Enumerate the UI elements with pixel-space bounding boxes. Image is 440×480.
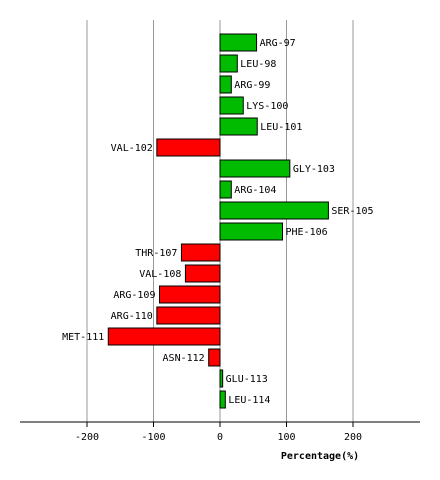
x-axis-ticks: -200 -100 0 100 200 <box>75 422 362 443</box>
bar <box>219 201 329 220</box>
bar-label: ARG-104 <box>234 185 276 196</box>
bar <box>219 222 284 241</box>
bar <box>219 390 226 409</box>
bar-label: ARG-97 <box>260 38 296 49</box>
bar <box>158 285 221 304</box>
bar <box>219 75 232 94</box>
bar-label: LEU-114 <box>228 395 270 406</box>
bar <box>219 117 258 136</box>
bar <box>156 138 221 157</box>
bar-label: SER-105 <box>331 206 373 217</box>
bar <box>184 264 221 283</box>
bar-label: THR-107 <box>135 248 177 259</box>
x-axis-title: Percentage(%) <box>281 451 359 462</box>
bar <box>219 159 291 178</box>
bar-label: GLY-103 <box>293 164 335 175</box>
x-tick-label: 200 <box>344 432 362 443</box>
bar <box>208 348 221 367</box>
bar <box>180 243 221 262</box>
bar <box>219 33 258 52</box>
bar-label: VAL-108 <box>139 269 181 280</box>
bar-label: LEU-101 <box>260 122 302 133</box>
bar <box>219 96 244 115</box>
bar-label: ARG-99 <box>234 80 270 91</box>
bar-label: ARG-110 <box>111 311 153 322</box>
x-tick-label: -100 <box>141 432 165 443</box>
bar <box>107 327 221 346</box>
bars <box>107 33 329 409</box>
bar-label: LEU-98 <box>240 59 276 70</box>
bar <box>156 306 221 325</box>
bar <box>219 180 232 199</box>
bar-label: LYS-100 <box>246 101 288 112</box>
bar-label: GLU-113 <box>226 374 268 385</box>
bar <box>219 369 224 388</box>
x-tick-label: -200 <box>75 432 99 443</box>
bar-label: VAL-102 <box>111 143 153 154</box>
bar-label: ARG-109 <box>113 290 155 301</box>
bar-label: ASN-112 <box>163 353 205 364</box>
bar-label: MET-111 <box>62 332 104 343</box>
bar-label: PHE-106 <box>286 227 328 238</box>
x-tick-label: 0 <box>217 432 223 443</box>
x-tick-label: 100 <box>277 432 295 443</box>
bar <box>219 54 238 73</box>
category-labels: ARG-97 LEU-98 ARG-99 LYS-100 LEU-101 VAL-102 G… <box>62 38 373 406</box>
